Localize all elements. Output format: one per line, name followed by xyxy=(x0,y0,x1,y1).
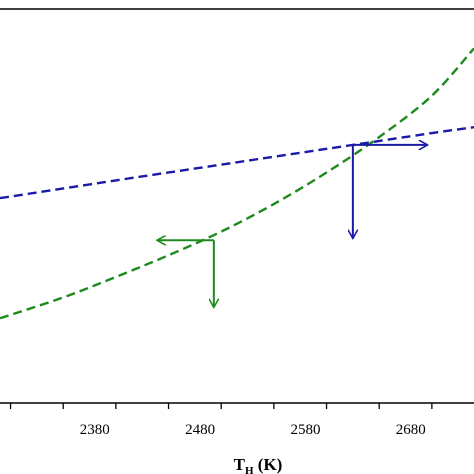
x-axis-label-main: T xyxy=(234,455,246,474)
x-axis-label: TH (K) xyxy=(234,455,283,474)
series-group xyxy=(0,47,474,320)
x-tick-label: 2580 xyxy=(290,422,320,438)
annotations-group xyxy=(158,145,427,307)
x-tick-labels: 2380 2480 2580 2680 xyxy=(80,422,426,438)
x-axis-label-unit: (K) xyxy=(254,455,283,474)
series-line-1 xyxy=(0,126,474,200)
x-tick-label: 2480 xyxy=(185,422,215,438)
x-tick-label: 2380 xyxy=(80,422,110,438)
x-tick-label: 2680 xyxy=(396,422,426,438)
series-line-2 xyxy=(0,47,474,320)
x-ticks xyxy=(9,403,433,409)
x-axis-label-sub: H xyxy=(245,465,254,474)
